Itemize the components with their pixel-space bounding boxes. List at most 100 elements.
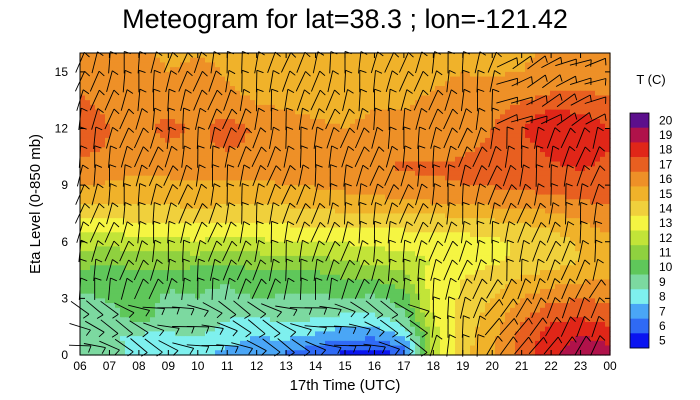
temperature-cell	[335, 208, 341, 215]
temperature-cell	[145, 166, 151, 172]
temperature-cell	[145, 95, 151, 101]
temperature-cell	[500, 246, 506, 252]
temperature-cell	[90, 62, 96, 68]
temperature-cell	[365, 57, 371, 64]
temperature-cell	[120, 81, 126, 87]
temperature-cell	[420, 128, 426, 134]
temperature-cell	[140, 232, 146, 238]
temperature-cell	[265, 170, 271, 177]
temperature-cell	[535, 170, 541, 177]
temperature-cell	[475, 270, 481, 276]
temperature-cell	[535, 218, 541, 224]
temperature-cell	[350, 180, 356, 186]
temperature-cell	[315, 156, 321, 163]
temperature-cell	[235, 270, 241, 276]
temperature-cell	[210, 222, 216, 229]
temperature-cell	[300, 147, 306, 153]
temperature-cell	[345, 227, 351, 233]
temperature-cell	[240, 67, 246, 73]
temperature-cell	[440, 189, 446, 196]
temperature-cell	[255, 123, 261, 130]
temperature-cell	[215, 218, 221, 224]
temperature-cell	[605, 222, 611, 229]
temperature-cell	[495, 71, 501, 78]
temperature-cell	[95, 156, 101, 163]
temperature-cell	[105, 260, 111, 266]
temperature-cell	[265, 53, 271, 59]
temperature-cell	[120, 222, 126, 229]
temperature-cell	[245, 185, 251, 191]
temperature-cell	[475, 62, 481, 68]
temperature-cell	[375, 90, 381, 97]
temperature-cell	[355, 57, 361, 64]
temperature-cell	[585, 246, 591, 252]
temperature-cell	[260, 170, 266, 177]
temperature-cell	[320, 90, 326, 97]
temperature-cell	[495, 204, 501, 210]
temperature-cell	[195, 119, 201, 125]
temperature-cell	[200, 170, 206, 177]
temperature-cell	[410, 246, 416, 252]
temperature-cell	[100, 255, 106, 262]
temperature-cell	[360, 100, 366, 106]
temperature-cell	[175, 137, 181, 144]
temperature-cell	[385, 67, 391, 73]
temperature-cell	[285, 100, 291, 106]
temperature-cell	[345, 237, 351, 243]
temperature-cell	[255, 81, 261, 87]
temperature-cell	[370, 119, 376, 125]
temperature-cell	[410, 123, 416, 130]
temperature-cell	[435, 265, 441, 271]
temperature-cell	[250, 227, 256, 233]
temperature-cell	[545, 175, 551, 182]
temperature-cell	[490, 213, 496, 219]
temperature-cell	[115, 189, 121, 196]
temperature-cell	[200, 185, 206, 191]
temperature-cell	[165, 260, 171, 266]
temperature-cell	[390, 270, 396, 276]
temperature-cell	[305, 180, 311, 186]
temperature-cell	[165, 53, 171, 59]
temperature-cell	[230, 71, 236, 78]
temperature-cell	[445, 270, 451, 276]
temperature-cell	[205, 104, 211, 111]
temperature-cell	[85, 123, 91, 130]
temperature-cell	[400, 133, 406, 139]
temperature-cell	[305, 232, 311, 238]
temperature-cell	[550, 208, 556, 215]
temperature-cell	[425, 119, 431, 125]
temperature-cell	[285, 161, 291, 167]
temperature-cell	[575, 100, 581, 106]
temperature-cell	[130, 95, 136, 101]
temperature-cell	[475, 123, 481, 130]
temperature-cell	[270, 166, 276, 172]
temperature-cell	[280, 227, 286, 233]
temperature-cell	[220, 86, 226, 92]
temperature-cell	[505, 81, 511, 87]
temperature-cell	[350, 208, 356, 215]
temperature-cell	[345, 255, 351, 262]
temperature-cell	[225, 57, 231, 64]
temperature-cell	[410, 166, 416, 172]
temperature-cell	[545, 251, 551, 257]
temperature-cell	[105, 189, 111, 196]
temperature-cell	[545, 104, 551, 111]
temperature-cell	[390, 166, 396, 172]
temperature-cell	[140, 71, 146, 78]
temperature-cell	[530, 194, 536, 200]
temperature-cell	[570, 133, 576, 139]
temperature-cell	[170, 260, 176, 266]
temperature-cell	[460, 156, 466, 163]
temperature-cell	[230, 218, 236, 224]
temperature-cell	[365, 189, 371, 196]
temperature-cell	[320, 208, 326, 215]
temperature-cell	[570, 119, 576, 125]
temperature-cell	[265, 86, 271, 92]
temperature-cell	[130, 142, 136, 148]
temperature-cell	[575, 213, 581, 219]
temperature-cell	[335, 57, 341, 64]
temperature-cell	[605, 86, 611, 92]
temperature-cell	[390, 260, 396, 266]
temperature-cell	[420, 222, 426, 229]
temperature-cell	[185, 152, 191, 158]
